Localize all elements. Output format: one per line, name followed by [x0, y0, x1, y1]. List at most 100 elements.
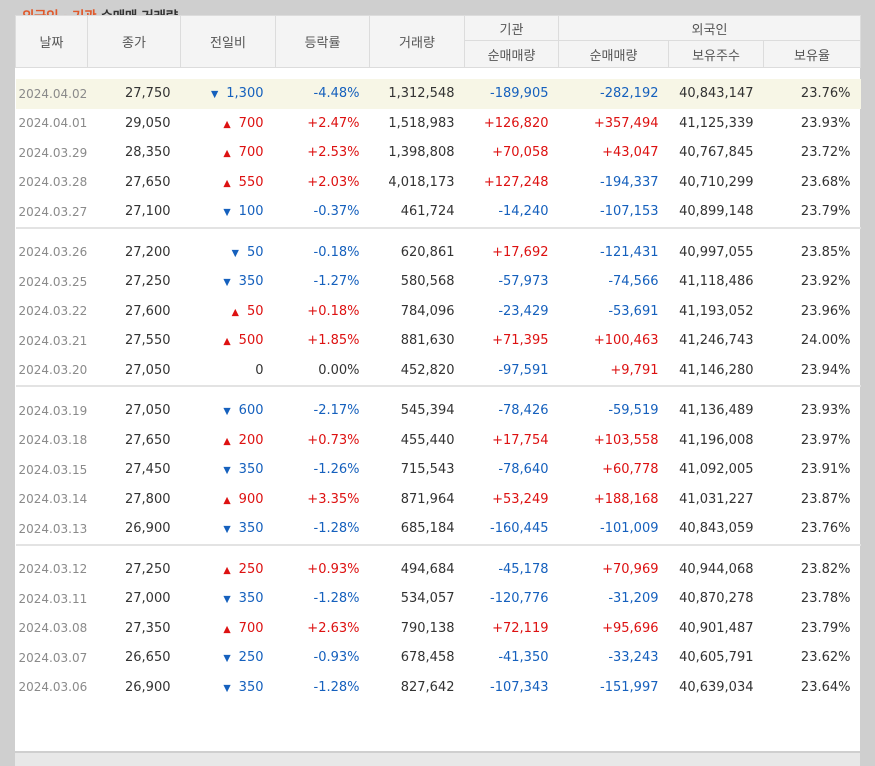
col-header-institution: 기관: [464, 15, 559, 41]
change-value: 700: [238, 115, 264, 131]
cell-hold-ratio: 23.91%: [800, 462, 851, 478]
cell-close: 26,650: [125, 650, 171, 666]
cell-foreign-net: -121,431: [600, 244, 659, 260]
cell-volume: 545,394: [400, 403, 455, 419]
change-value: 250: [238, 650, 264, 666]
cell-foreign-net: +100,463: [593, 333, 659, 349]
cell-close: 27,550: [125, 333, 171, 349]
cell-change: ▼ 1,300: [180, 79, 276, 109]
change-value: 100: [238, 204, 264, 220]
cell-change: ▼ 250: [181, 643, 276, 673]
cell-change: ▲ 550: [181, 168, 276, 198]
cell-volume: 715,543: [400, 462, 455, 478]
change-value: 700: [238, 620, 264, 636]
cell-inst-net: -14,240: [498, 204, 549, 220]
group-spacer: [16, 68, 861, 80]
cell-rate: +2.63%: [307, 620, 360, 636]
cell-rate: -1.27%: [313, 274, 360, 290]
cell-inst-net: -120,776: [490, 591, 549, 607]
cell-shares-held: 40,870,278: [679, 591, 754, 607]
cell-hold-ratio: 23.97%: [800, 432, 851, 448]
cell-volume: 790,138: [400, 620, 455, 636]
cell-volume: 784,096: [400, 303, 455, 319]
table-row: 2024.04.01 29,050 ▲ 700 +2.47% 1,518,983 +126,…: [16, 109, 861, 139]
cell-rate: -1.28%: [313, 521, 360, 537]
table-row: 2024.03.28 27,650 ▲ 550 +2.03% 4,018,173 +127,…: [16, 168, 861, 198]
triangle-up-icon: ▲: [223, 118, 231, 130]
cell-shares-held: 41,125,339: [679, 115, 754, 131]
cell-volume: 1,518,983: [388, 115, 455, 131]
cell-rate: +2.47%: [307, 115, 360, 131]
cell-date: 2024.03.18: [18, 433, 88, 448]
cell-foreign-net: +103,558: [593, 432, 659, 448]
cell-foreign-net: -33,243: [608, 650, 659, 666]
cell-close: 27,350: [125, 620, 171, 636]
cell-rate: +2.03%: [307, 174, 360, 190]
cell-close: 26,900: [125, 679, 171, 695]
cell-volume: 620,861: [400, 244, 455, 260]
table-row: 2024.03.19 27,050 ▼ 600 -2.17% 545,394 -78,426…: [16, 396, 861, 426]
cell-shares-held: 41,246,743: [679, 333, 754, 349]
cell-inst-net: -107,343: [490, 679, 549, 695]
cell-rate: -0.93%: [313, 650, 360, 666]
cell-date: 2024.03.12: [18, 562, 88, 577]
cell-change: ▲ 700: [181, 109, 276, 139]
cell-hold-ratio: 23.72%: [800, 145, 851, 161]
cell-change: ▲ 700: [181, 614, 276, 644]
cell-volume: 881,630: [400, 333, 455, 349]
cell-rate: -1.28%: [313, 679, 360, 695]
col-header-inst-net: 순매매량: [464, 40, 559, 68]
group-spacer: [16, 387, 861, 396]
cell-rate: +0.18%: [307, 303, 360, 319]
cell-hold-ratio: 23.93%: [800, 403, 851, 419]
cell-inst-net: -78,640: [498, 462, 549, 478]
triangle-up-icon: ▲: [223, 623, 231, 635]
cell-inst-net: -23,429: [498, 303, 549, 319]
change-value: 0: [255, 362, 264, 378]
cell-rate: +3.35%: [307, 491, 360, 507]
cell-foreign-net: -151,997: [600, 679, 659, 695]
cell-rate: -0.37%: [313, 204, 360, 220]
cell-hold-ratio: 23.79%: [800, 204, 851, 220]
cell-hold-ratio: 23.76%: [800, 521, 851, 537]
change-value: 50: [246, 303, 264, 319]
cell-close: 27,450: [125, 462, 171, 478]
table-row: 2024.03.06 26,900 ▼ 350 -1.28% 827,642 -107,34…: [16, 673, 861, 703]
col-header-date: 날짜: [15, 15, 88, 68]
cell-rate: +2.53%: [307, 145, 360, 161]
cell-change: ▲ 500: [181, 326, 276, 356]
cell-close: 27,650: [125, 174, 171, 190]
cell-close: 28,350: [125, 145, 171, 161]
change-value: 250: [238, 561, 264, 577]
table-row: 2024.03.11 27,000 ▼ 350 -1.28% 534,057 -120,77…: [16, 584, 861, 614]
cell-shares-held: 40,944,068: [679, 561, 754, 577]
cell-date: 2024.03.28: [18, 175, 88, 190]
col-header-change: 전일비: [180, 15, 276, 68]
cell-inst-net: -97,591: [498, 362, 549, 378]
col-header-foreign: 외국인: [558, 15, 861, 41]
cell-inst-net: -41,350: [498, 650, 549, 666]
cell-shares-held: 41,092,005: [679, 462, 754, 478]
cell-shares-held: 40,901,487: [679, 620, 754, 636]
cell-shares-held: 40,605,791: [679, 650, 754, 666]
triangle-down-icon: ▼: [223, 594, 231, 606]
change-value: 600: [238, 403, 264, 419]
cell-hold-ratio: 23.87%: [800, 491, 851, 507]
cell-inst-net: +70,058: [492, 145, 549, 161]
change-value: 1,300: [226, 86, 264, 102]
cell-inst-net: +53,249: [492, 491, 549, 507]
cell-hold-ratio: 23.62%: [800, 650, 851, 666]
triangle-up-icon: ▲: [223, 435, 231, 447]
cell-rate: -1.26%: [313, 462, 360, 478]
cell-foreign-net: -74,566: [608, 274, 659, 290]
change-value: 350: [238, 462, 264, 478]
cell-date: 2024.03.15: [18, 462, 88, 477]
cell-date: 2024.03.14: [18, 492, 88, 507]
cell-rate: 0.00%: [318, 362, 360, 378]
change-value: 350: [238, 274, 264, 290]
trading-table: 날짜 종가 전일비 등락률 거래량 기관 외국인 순매매량 순매매량 보유주수 …: [15, 15, 861, 702]
cell-change: ▼ 350: [181, 267, 276, 297]
col-header-hold-ratio: 보유율: [763, 40, 861, 68]
cell-date: 2024.03.29: [18, 145, 88, 160]
cell-foreign-net: +9,791: [610, 362, 659, 378]
